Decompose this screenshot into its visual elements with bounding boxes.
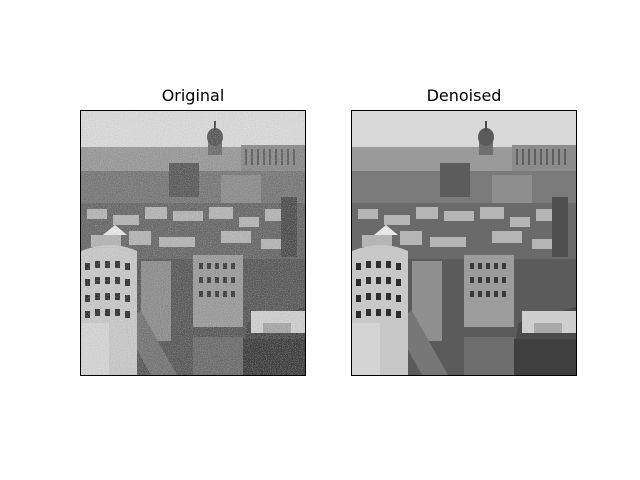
original-title: Original [161,86,225,105]
original-image-panel [80,110,306,376]
original-city-photo [81,111,305,375]
denoised-image-panel [351,110,577,376]
denoised-city-photo [352,111,576,375]
noisy-city-image [81,111,305,375]
denoised-title: Denoised [426,86,502,105]
